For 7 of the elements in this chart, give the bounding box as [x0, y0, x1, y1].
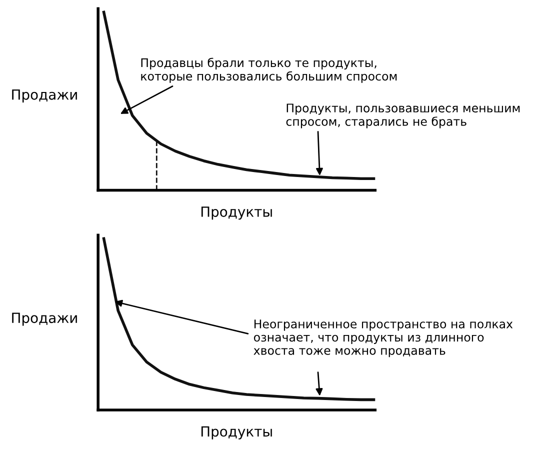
- annotation: Продукты, пользовавшиеся меньшим спросом, старались не брать: [286, 104, 520, 128]
- x-axis-title: Продукты: [201, 206, 272, 220]
- annotation: Неограниченное пространство на полках означает, что продукты из длинного хвоста тоже можно продавать: [254, 320, 513, 358]
- annotation: Продавцы брали только те продукты, которые пользовались большим спросом: [141, 58, 397, 83]
- y-axis-title: Продажи: [12, 90, 77, 103]
- y-axis-title: Продажи: [12, 312, 77, 326]
- x-axis-title: Продукты: [201, 426, 272, 440]
